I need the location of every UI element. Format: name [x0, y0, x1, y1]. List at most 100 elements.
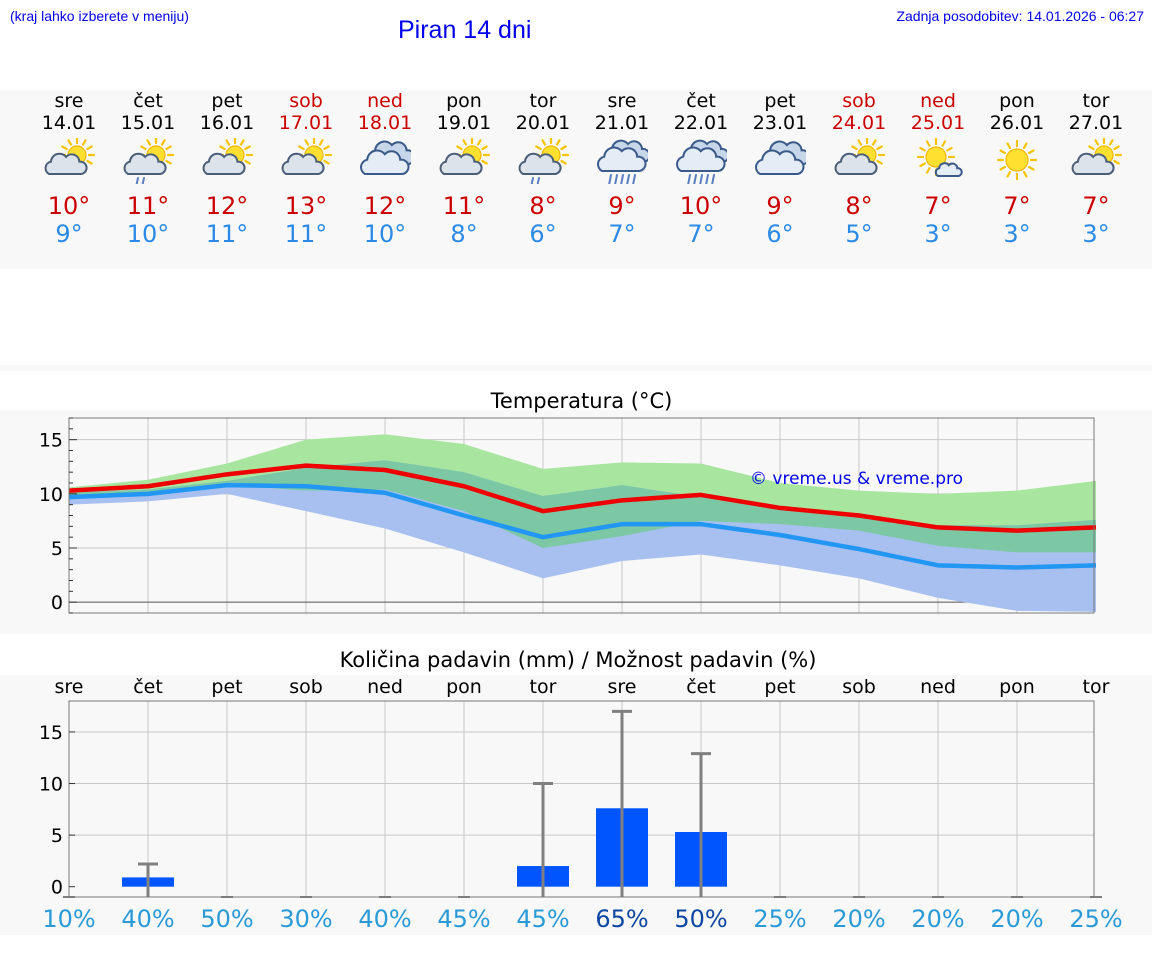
day-name: pet — [764, 90, 796, 112]
location-hint: (kraj lahko izberete v meniju) — [10, 8, 189, 24]
day-name: sre — [54, 90, 84, 112]
min-temperature: 11° — [284, 220, 328, 248]
day-date: 21.01 — [594, 112, 650, 134]
max-temperature: 7° — [1082, 192, 1110, 220]
forecast-day: pon 19.01 11° 8° — [425, 90, 503, 248]
day-name: pon — [446, 90, 482, 112]
rain-cloud-icon — [676, 139, 727, 184]
plot-frame — [68, 700, 1095, 898]
sun-small-cloud-icon — [916, 138, 963, 177]
x-category-label: pon — [999, 676, 1035, 698]
y-tick-label: 10 — [39, 774, 63, 796]
min-temperature: 10° — [126, 220, 170, 248]
x-category-label: ned — [920, 676, 956, 698]
day-date: 14.01 — [41, 112, 97, 134]
x-category-label: sre — [608, 676, 637, 698]
partly-sunny-icon — [1071, 138, 1122, 175]
x-category-label: sob — [289, 676, 323, 698]
min-temperature: 8° — [450, 220, 478, 248]
max-temperature: 9° — [766, 192, 794, 220]
cloudy-icon — [755, 140, 806, 175]
last-update: Zadnja posodobitev: 14.01.2026 - 06:27 — [896, 8, 1144, 24]
min-temperature: 11° — [205, 220, 249, 248]
forecast-day: čet 15.01 11° 10° — [109, 90, 187, 248]
partly-sunny-icon — [439, 138, 490, 175]
precipitation-probability: 30% — [279, 905, 332, 933]
forecast-day: sob 24.01 8° 5° — [820, 90, 898, 248]
x-category-label: sre — [55, 676, 84, 698]
day-name: sob — [842, 90, 876, 112]
day-date: 22.01 — [673, 112, 729, 134]
day-name: ned — [920, 90, 956, 112]
cloudy-icon — [360, 140, 411, 175]
day-name: pon — [999, 90, 1035, 112]
y-tick-label: 0 — [51, 877, 63, 899]
day-date: 24.01 — [831, 112, 887, 134]
x-category-label: pet — [211, 676, 242, 698]
x-category-label: tor — [530, 676, 557, 698]
forecast-day: sre 21.01 9° 7° — [583, 90, 661, 248]
precipitation-probability: 20% — [832, 905, 885, 933]
max-temperature-line — [68, 463, 1097, 533]
min-temperature: 9° — [55, 220, 83, 248]
max-temperature: 8° — [529, 192, 557, 220]
precipitation-probability: 65% — [595, 905, 648, 933]
forecast-day: pet 23.01 9° 6° — [741, 90, 819, 248]
day-date: 17.01 — [278, 112, 334, 134]
max-temperature: 7° — [924, 192, 952, 220]
y-tick-label: 0 — [51, 592, 63, 614]
min-temperature: 3° — [1003, 220, 1031, 248]
partly-sunny-showers-icon — [123, 138, 174, 184]
day-name: čet — [686, 90, 716, 112]
precipitation-probability: 45% — [516, 905, 569, 933]
min-temperature-line — [68, 482, 1097, 570]
day-date: 16.01 — [199, 112, 255, 134]
y-tick-label: 15 — [39, 722, 63, 744]
max-temperature: 12° — [205, 192, 249, 220]
max-temperature: 9° — [608, 192, 636, 220]
daily-forecast-strip: sre 14.01 10° 9° čet 15.01 11° 10° pet 16.01 12° 11… — [0, 90, 1152, 269]
forecast-day: pet 16.01 12° 11° — [188, 90, 266, 248]
min-temperature: 5° — [845, 220, 873, 248]
day-name: tor — [529, 90, 557, 112]
min-temperature: 6° — [529, 220, 557, 248]
day-name: tor — [1082, 90, 1110, 112]
partly-sunny-icon — [834, 138, 885, 175]
max-temperature: 12° — [363, 192, 407, 220]
min-temperature: 10° — [363, 220, 407, 248]
x-category-label: sob — [842, 676, 876, 698]
forecast-day: ned 18.01 12° 10° — [346, 90, 424, 248]
day-date: 23.01 — [752, 112, 808, 134]
day-name: čet — [133, 90, 163, 112]
precipitation-probability: 25% — [753, 905, 806, 933]
precipitation-probability: 25% — [1069, 905, 1122, 933]
y-tick-label: 10 — [39, 484, 63, 506]
partly-sunny-showers-icon — [518, 138, 569, 184]
x-category-label: ned — [367, 676, 403, 698]
max-temperature: 8° — [845, 192, 873, 220]
min-temperature: 3° — [1082, 220, 1110, 248]
day-date: 20.01 — [515, 112, 571, 134]
day-date: 25.01 — [910, 112, 966, 134]
precipitation-probability: 40% — [121, 905, 174, 933]
y-tick-label: 15 — [39, 430, 63, 452]
precipitation-probability: 40% — [358, 905, 411, 933]
x-category-label: tor — [1083, 676, 1110, 698]
partly-sunny-icon — [44, 138, 95, 175]
min-temperature: 3° — [924, 220, 952, 248]
max-temperature: 7° — [1003, 192, 1031, 220]
forecast-day: tor 20.01 8° 6° — [504, 90, 582, 248]
x-category-label: čet — [686, 676, 716, 698]
day-date: 18.01 — [357, 112, 413, 134]
day-date: 19.01 — [436, 112, 492, 134]
day-name: ned — [367, 90, 403, 112]
day-date: 15.01 — [120, 112, 176, 134]
forecast-day: sre 14.01 10° 9° — [30, 90, 108, 248]
precipitation-probability: 45% — [437, 905, 490, 933]
partly-sunny-icon — [202, 138, 253, 175]
max-temperature: 10° — [47, 192, 91, 220]
precipitation-probability: 20% — [911, 905, 964, 933]
max-temperature: 13° — [284, 192, 328, 220]
min-temperature: 7° — [608, 220, 636, 248]
